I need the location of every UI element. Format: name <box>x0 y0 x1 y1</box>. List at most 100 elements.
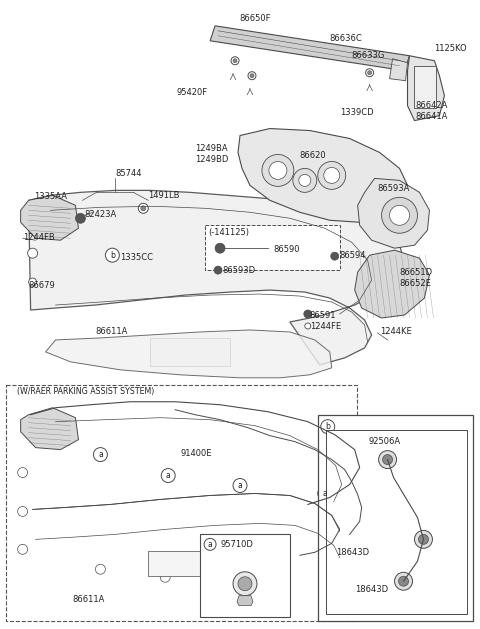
Circle shape <box>18 506 28 516</box>
Text: 95420F: 95420F <box>177 88 208 97</box>
Text: 86633G: 86633G <box>352 51 385 60</box>
Circle shape <box>368 70 372 75</box>
Circle shape <box>215 243 225 253</box>
Text: a: a <box>98 450 103 459</box>
Circle shape <box>383 455 393 465</box>
Text: a: a <box>323 489 327 498</box>
Bar <box>6 385 357 621</box>
Text: b: b <box>325 422 330 431</box>
Circle shape <box>161 469 175 482</box>
Text: 86679: 86679 <box>29 281 55 289</box>
Text: 86594: 86594 <box>340 251 366 260</box>
Circle shape <box>324 167 340 184</box>
Bar <box>205 225 340 270</box>
Circle shape <box>231 57 239 65</box>
Circle shape <box>419 535 429 544</box>
Circle shape <box>299 174 311 186</box>
Circle shape <box>214 266 222 274</box>
Polygon shape <box>46 330 332 378</box>
Text: 82423A: 82423A <box>84 210 117 219</box>
Text: 18643D: 18643D <box>336 548 369 557</box>
Circle shape <box>28 248 37 258</box>
Circle shape <box>29 278 36 286</box>
Circle shape <box>390 205 409 225</box>
Text: (W/RAER PARKING ASSIST SYSTEM): (W/RAER PARKING ASSIST SYSTEM) <box>17 387 154 396</box>
Polygon shape <box>29 191 405 365</box>
Circle shape <box>233 58 237 63</box>
Text: 1335AA: 1335AA <box>35 192 68 201</box>
Text: 85744: 85744 <box>115 169 142 178</box>
Circle shape <box>293 169 317 192</box>
Circle shape <box>305 323 311 329</box>
Text: a: a <box>208 540 213 549</box>
Text: 91400E: 91400E <box>180 449 212 458</box>
Circle shape <box>138 203 148 213</box>
Text: 86650F: 86650F <box>239 14 271 23</box>
Circle shape <box>366 69 373 77</box>
Text: 86611A: 86611A <box>72 594 105 604</box>
Polygon shape <box>390 58 408 81</box>
Polygon shape <box>238 128 408 222</box>
Text: 86636C: 86636C <box>330 35 362 43</box>
Text: 86620: 86620 <box>300 151 326 160</box>
Text: 86641A: 86641A <box>416 112 448 121</box>
Bar <box>200 535 290 617</box>
Text: a: a <box>166 471 170 480</box>
Polygon shape <box>21 408 78 450</box>
Text: 92506A: 92506A <box>369 437 401 446</box>
Circle shape <box>331 252 339 260</box>
Polygon shape <box>355 250 430 318</box>
Circle shape <box>18 544 28 554</box>
Text: 1339CD: 1339CD <box>340 108 373 117</box>
Text: 1335CC: 1335CC <box>120 253 153 262</box>
Text: 86593A: 86593A <box>378 184 410 193</box>
Circle shape <box>262 155 294 186</box>
Text: 1491LB: 1491LB <box>148 191 180 200</box>
Text: 86591: 86591 <box>310 311 336 321</box>
Polygon shape <box>21 196 78 240</box>
Polygon shape <box>408 56 444 121</box>
Bar <box>148 551 228 576</box>
Text: b: b <box>110 251 115 260</box>
Circle shape <box>395 572 412 590</box>
Text: 86652E: 86652E <box>399 279 432 287</box>
Circle shape <box>318 162 346 189</box>
Text: 86590: 86590 <box>273 245 300 253</box>
Circle shape <box>250 74 254 78</box>
Text: 86593D: 86593D <box>222 265 255 275</box>
Text: (-141125): (-141125) <box>208 228 249 237</box>
Circle shape <box>235 576 245 586</box>
Circle shape <box>248 72 256 80</box>
Text: 86651D: 86651D <box>399 267 432 277</box>
Polygon shape <box>237 596 253 606</box>
Circle shape <box>141 206 146 211</box>
Circle shape <box>379 450 396 469</box>
Bar <box>318 415 473 621</box>
Circle shape <box>304 310 312 318</box>
Circle shape <box>318 486 332 501</box>
Circle shape <box>204 538 216 550</box>
Circle shape <box>106 248 120 262</box>
Circle shape <box>96 564 106 574</box>
Bar <box>415 65 436 108</box>
Circle shape <box>238 577 252 591</box>
Bar <box>150 338 230 366</box>
Circle shape <box>233 572 257 596</box>
Text: 1249BA: 1249BA <box>195 144 228 153</box>
Circle shape <box>415 530 432 548</box>
Circle shape <box>398 576 408 586</box>
Text: 95710D: 95710D <box>220 540 253 549</box>
Circle shape <box>382 198 418 233</box>
Text: 1125KO: 1125KO <box>434 44 467 53</box>
Text: 86611A: 86611A <box>96 328 128 337</box>
Polygon shape <box>210 26 409 70</box>
Circle shape <box>94 448 108 462</box>
Text: 1244KE: 1244KE <box>380 328 411 337</box>
Circle shape <box>18 467 28 477</box>
Circle shape <box>269 162 287 179</box>
Polygon shape <box>358 179 430 248</box>
Circle shape <box>321 420 335 433</box>
Circle shape <box>160 572 170 582</box>
Text: 1244FB: 1244FB <box>23 233 54 242</box>
Text: a: a <box>238 481 242 490</box>
